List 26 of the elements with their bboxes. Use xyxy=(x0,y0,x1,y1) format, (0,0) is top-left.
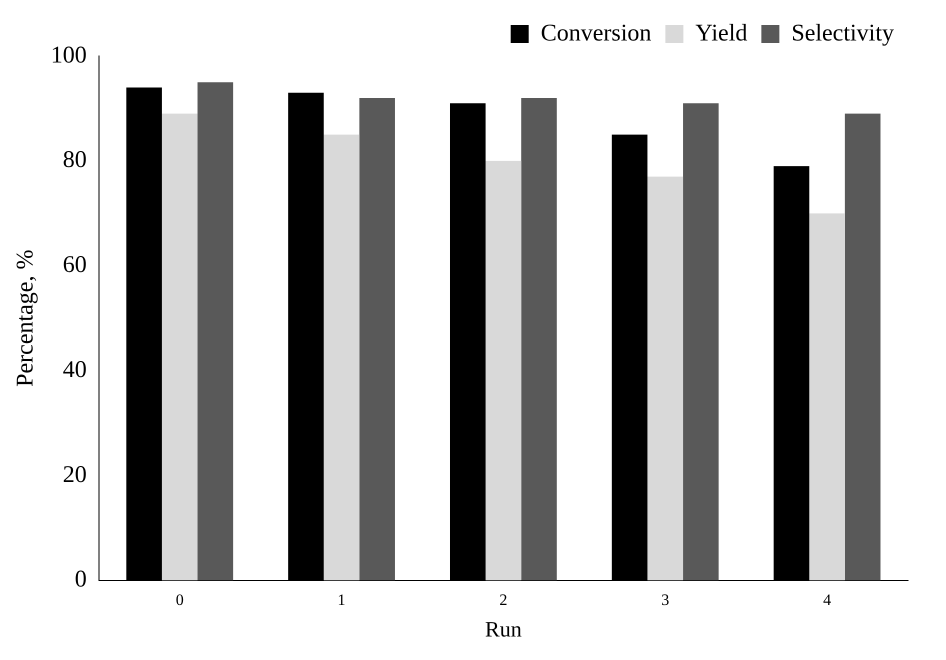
y-tick-label: 0 xyxy=(74,566,87,593)
x-tick-label: 0 xyxy=(176,592,184,610)
bar xyxy=(844,114,880,580)
bar xyxy=(683,103,719,580)
x-tick-label: 4 xyxy=(823,592,832,610)
y-tick-label: 60 xyxy=(62,252,87,278)
bar xyxy=(647,176,684,580)
bar xyxy=(162,114,198,580)
x-axis-title: Run xyxy=(485,616,522,642)
bar xyxy=(486,160,522,580)
legend-label: Conversion xyxy=(540,20,652,46)
bar xyxy=(359,98,395,580)
y-tick-label: 80 xyxy=(62,147,87,174)
bar xyxy=(521,98,557,580)
y-tick-label: 20 xyxy=(62,462,87,488)
x-tick-label: 2 xyxy=(499,592,508,610)
legend-label: Selectivity xyxy=(791,20,894,46)
bar xyxy=(324,134,360,580)
y-tick-label: 40 xyxy=(62,356,87,383)
legend-label: Yield xyxy=(695,20,748,46)
y-tick-label: 100 xyxy=(50,42,87,68)
bar xyxy=(809,213,845,580)
bar xyxy=(198,82,234,580)
x-tick-label: 1 xyxy=(338,592,346,610)
x-tick-label: 3 xyxy=(661,592,670,610)
y-axis-title: Percentage, % xyxy=(12,250,39,387)
